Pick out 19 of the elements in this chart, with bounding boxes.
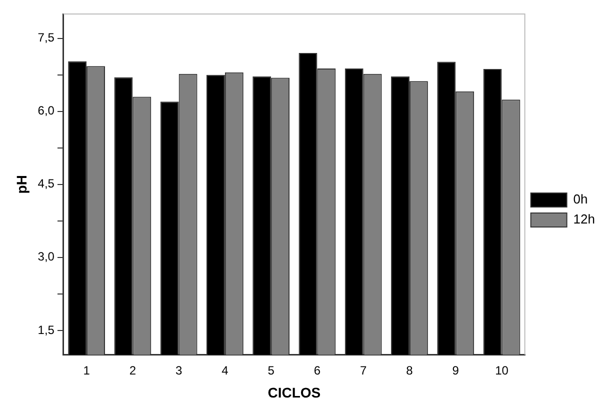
y-tick-label: 7,5: [38, 30, 55, 45]
x-tick-label: 2: [129, 363, 136, 378]
legend-label: 12h: [573, 212, 596, 227]
x-tick-label: 8: [406, 363, 414, 378]
y-tick-label: 3,0: [38, 250, 55, 264]
y-tick-label: 6,0: [38, 104, 55, 118]
x-tick-label: 6: [314, 363, 321, 378]
x-tick-label: 7: [360, 363, 367, 378]
y-tick-label: 4,5: [38, 176, 55, 191]
x-tick-label: 3: [175, 363, 182, 378]
x-axis-title: CICLOS: [268, 384, 321, 400]
x-tick-label: 9: [452, 363, 460, 378]
legend-label: 0h: [573, 192, 588, 207]
x-tick-label: 5: [268, 363, 275, 378]
x-tick-label: 10: [495, 363, 509, 378]
y-tick-label: 1,5: [38, 322, 55, 337]
x-tick-label: 1: [83, 363, 90, 378]
y-axis-title: pH: [13, 175, 30, 194]
x-tick-label: 4: [222, 363, 229, 378]
